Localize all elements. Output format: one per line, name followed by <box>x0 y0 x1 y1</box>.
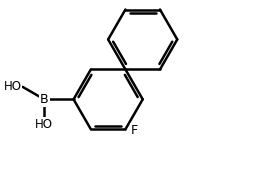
Text: B: B <box>40 93 49 106</box>
Text: F: F <box>131 124 138 137</box>
Text: HO: HO <box>3 80 21 93</box>
Text: HO: HO <box>35 118 53 131</box>
